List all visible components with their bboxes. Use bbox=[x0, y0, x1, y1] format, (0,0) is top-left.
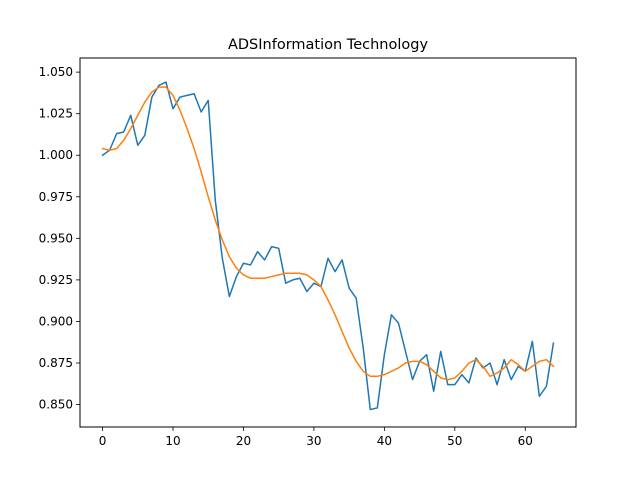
x-tick-label: 20 bbox=[236, 434, 251, 448]
y-tick-label: 0.925 bbox=[39, 273, 73, 287]
plot-area bbox=[101, 81, 555, 411]
x-tick-label: 30 bbox=[306, 434, 321, 448]
y-tick-label: 0.875 bbox=[39, 356, 73, 370]
chart-title: ADSInformation Technology bbox=[228, 37, 428, 53]
series-line-2 bbox=[101, 86, 555, 381]
y-tick-label: 0.900 bbox=[39, 314, 73, 328]
x-tick-label: 50 bbox=[447, 434, 462, 448]
x-tick-label: 0 bbox=[99, 434, 107, 448]
series-line-1 bbox=[101, 81, 555, 411]
y-tick-label: 0.850 bbox=[39, 398, 73, 412]
x-tick-label: 40 bbox=[377, 434, 392, 448]
y-tick-label: 0.950 bbox=[39, 231, 73, 245]
y-tick-label: 1.050 bbox=[39, 65, 73, 79]
y-tick-label: 0.975 bbox=[39, 190, 73, 204]
y-tick-label: 1.025 bbox=[39, 107, 73, 121]
x-tick-label: 60 bbox=[518, 434, 533, 448]
x-tick-label: 10 bbox=[165, 434, 180, 448]
axes-frame bbox=[79, 57, 577, 428]
axis-ticks: 0 10 20 30 40 50 60 0.850 0.875 0.900 0.925 0.950 0.… bbox=[39, 65, 533, 448]
y-tick-label: 1.000 bbox=[39, 148, 73, 162]
